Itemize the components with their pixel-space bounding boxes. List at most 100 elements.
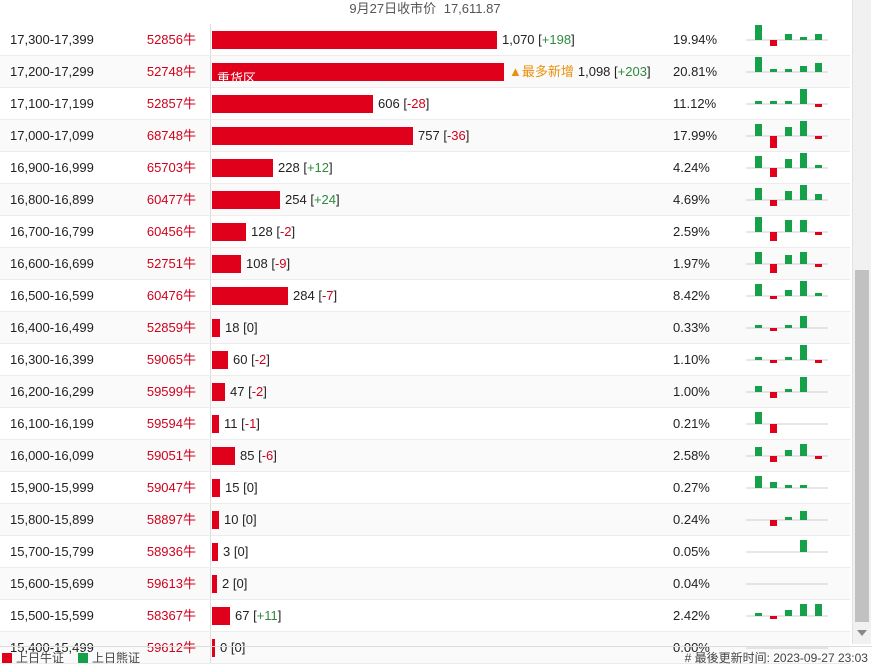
sparkline-bar: [770, 424, 777, 433]
quantity-value: 18 [0]: [225, 320, 258, 335]
cbbc-code-link[interactable]: 52751牛: [146, 256, 196, 271]
quantity-bar: [212, 223, 246, 241]
quantity-number: 11: [224, 416, 238, 431]
bar-cell: 10 [0]: [210, 504, 661, 535]
scrollbar[interactable]: [852, 0, 871, 644]
sparkline-bar: [800, 220, 807, 232]
cbbc-code-link[interactable]: 59594牛: [146, 416, 196, 431]
percentage: 11.12%: [673, 96, 717, 111]
table-row: 16,800-16,899 60477牛 254 [+24] 4.69%: [0, 184, 850, 216]
sparkline-bar: [770, 482, 777, 488]
sparkline-bar: [770, 616, 777, 619]
percentage: 2.59%: [673, 224, 710, 239]
quantity-bar: [212, 319, 220, 337]
price-range: 15,400-15,499: [10, 640, 94, 655]
quantity-number: 0: [220, 640, 228, 655]
quantity-value: 67 [+11]: [235, 608, 282, 623]
quantity-value: 47 [-2]: [230, 384, 267, 399]
legend-bull: 上日牛证: [2, 647, 64, 669]
table-row: 16,000-16,099 59051牛 85 [-6] 2.58%: [0, 440, 850, 472]
sparkline-bar: [785, 517, 792, 520]
cbbc-code-link[interactable]: 59613牛: [146, 576, 196, 591]
price-range: 15,800-15,899: [10, 512, 94, 527]
cbbc-code-link[interactable]: 59065牛: [146, 352, 196, 367]
quantity-value: 108 [-9]: [246, 256, 291, 271]
cbbc-code-link[interactable]: 68748牛: [146, 128, 196, 143]
cbbc-code-link[interactable]: 59612牛: [146, 640, 196, 655]
percentage: 0.04%: [673, 576, 710, 591]
cbbc-code-link[interactable]: 59051牛: [146, 448, 196, 463]
trend-sparkline: [746, 25, 828, 46]
quantity-number: 757: [418, 128, 440, 143]
sparkline-bar: [755, 217, 762, 232]
price-range: 17,100-17,199: [10, 96, 94, 111]
quantity-change: -6: [261, 448, 274, 463]
quantity-bar: [212, 447, 235, 465]
sparkline-bar: [770, 232, 777, 241]
quantity-number: 108: [246, 256, 268, 271]
sparkline-bar: [800, 89, 807, 104]
scrollbar-thumb[interactable]: [855, 270, 869, 622]
scroll-down-arrow-icon[interactable]: [857, 630, 867, 636]
trend-sparkline: [746, 121, 828, 148]
table-row: 15,400-15,499 59612牛 0 [0] 0.00%: [0, 632, 850, 664]
sparkline-bar: [755, 447, 762, 456]
sparkline-bar: [785, 69, 792, 72]
cbbc-code-link[interactable]: 60477牛: [146, 192, 196, 207]
quantity-change: -9: [274, 256, 287, 271]
closing-price-value: 17,611.87: [443, 1, 501, 16]
bar-cell: 1,070 [+198]: [210, 24, 661, 55]
quantity-change: +24: [313, 192, 336, 207]
cbbc-code-link[interactable]: 59599牛: [146, 384, 196, 399]
table-row: 15,700-15,799 58936牛 3 [0] 0.05%: [0, 536, 850, 568]
percentage: 2.42%: [673, 608, 710, 623]
quantity-number: 1,070: [502, 32, 535, 47]
quantity-number: 18: [225, 320, 240, 335]
table-row: 15,900-15,999 59047牛 15 [0] 0.27%: [0, 472, 850, 504]
cbbc-code-link[interactable]: 58936牛: [146, 544, 196, 559]
sparkline-bar: [785, 389, 792, 392]
trend-sparkline: [746, 89, 828, 107]
table-row: 16,200-16,299 59599牛 47 [-2] 1.00%: [0, 376, 850, 408]
sparkline-bar: [800, 345, 807, 360]
cbbc-code-link[interactable]: 52748牛: [146, 64, 196, 79]
cbbc-code-link[interactable]: 58367牛: [146, 608, 196, 623]
bar-cell: 重货区 ▲最多新增 1,098 [+203]: [210, 56, 661, 87]
quantity-value: 10 [0]: [224, 512, 257, 527]
table-row: 16,300-16,399 59065牛 60 [-2] 1.10%: [0, 344, 850, 376]
cbbc-code-link[interactable]: 52856牛: [146, 32, 196, 47]
cbbc-code-link[interactable]: 65703牛: [146, 160, 196, 175]
cbbc-code-link[interactable]: 52857牛: [146, 96, 196, 111]
sparkline-bar: [815, 604, 822, 616]
sparkline-bar: [755, 412, 762, 424]
quantity-number: 10: [224, 512, 239, 527]
cbbc-code-link[interactable]: 52859牛: [146, 320, 196, 335]
table-row: 16,500-16,599 60476牛 284 [-7] 8.42%: [0, 280, 850, 312]
table-row: 16,900-16,999 65703牛 228 [+12] 4.24%: [0, 152, 850, 184]
quantity-value: 0 [0]: [220, 640, 246, 655]
sparkline-bar: [755, 57, 762, 72]
cbbc-code-link[interactable]: 60456牛: [146, 224, 196, 239]
price-range: 16,900-16,999: [10, 160, 94, 175]
quantity-change: 0: [237, 544, 245, 559]
trend-sparkline: [746, 252, 828, 273]
quantity-number: 606: [378, 96, 400, 111]
legend-bull-label: 上日牛证: [16, 651, 65, 665]
sparkline-bar: [755, 325, 762, 328]
cbbc-code-link[interactable]: 59047牛: [146, 480, 196, 495]
quantity-bar: [212, 383, 225, 401]
trend-sparkline: [746, 604, 828, 619]
cbbc-code-link[interactable]: 58897牛: [146, 512, 196, 527]
quantity-value: 60 [-2]: [233, 352, 270, 367]
trend-sparkline: [746, 476, 828, 489]
legend-bear: 上日熊证: [78, 647, 140, 669]
sparkline-bar: [800, 252, 807, 264]
quantity-number: 1,098: [577, 64, 611, 79]
percentage: 17.99%: [673, 128, 718, 143]
cbbc-code-link[interactable]: 60476牛: [146, 288, 196, 303]
footer: 上日牛证 上日熊证 # 最後更新时间: 2023-09-27 23:03: [0, 646, 872, 671]
bar-cell: 254 [+24]: [210, 184, 661, 215]
percentage: 1.00%: [673, 384, 710, 399]
closing-price-header: 9月27日收市价 17,611.87: [0, 0, 850, 25]
price-range: 15,700-15,799: [10, 544, 94, 559]
